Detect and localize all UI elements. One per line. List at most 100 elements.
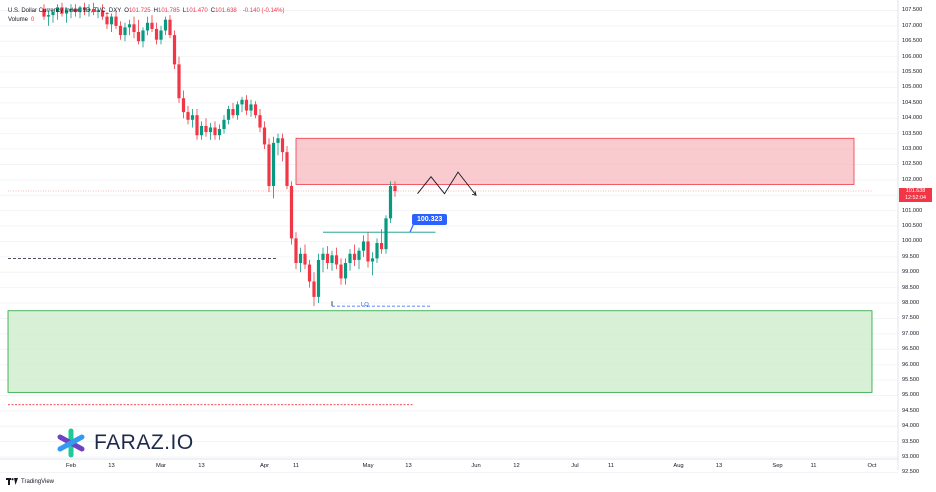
candle (307, 259, 312, 288)
candle-body (177, 64, 181, 99)
y-tick-label: 95.000 (902, 392, 920, 399)
candle-body (375, 242, 379, 259)
y-tick-label: 104.500 (902, 99, 923, 106)
candle (262, 121, 267, 150)
candle (226, 105, 231, 125)
candle-body (285, 152, 289, 187)
candle-body (303, 253, 307, 265)
candle-body (55, 7, 60, 12)
candle (181, 90, 186, 119)
candle (253, 101, 258, 119)
candle (384, 215, 388, 254)
candle (109, 13, 114, 33)
candle-body (348, 253, 352, 264)
candle (298, 247, 303, 273)
candle-body (357, 250, 361, 260)
x-tick-label: Aug (673, 463, 684, 469)
candle-body (87, 8, 91, 11)
candle-body (307, 264, 312, 282)
candle-body (172, 35, 177, 65)
candle (352, 244, 357, 267)
y-tick-label: 97.500 (902, 315, 920, 322)
y-tick-label: 96.000 (902, 361, 920, 368)
price-axis[interactable]: 107.500 107.000 106.500 106.000 105.500 105.0… (898, 0, 936, 492)
y-tick-label: 99.000 (902, 269, 920, 276)
candle (244, 95, 249, 116)
candle (208, 122, 213, 140)
candle (222, 115, 226, 134)
candle-body (91, 8, 96, 12)
x-tick-label: Jun (471, 463, 481, 469)
candle-body (343, 263, 348, 279)
candle (190, 109, 195, 128)
candle (168, 15, 172, 39)
ohlc-key: O (124, 8, 129, 14)
candle (375, 238, 379, 264)
candle (141, 27, 145, 48)
candle-body (46, 15, 51, 17)
last-price: 101.638 (905, 188, 926, 194)
candle (370, 252, 375, 276)
candle-body (312, 281, 316, 297)
candle (118, 21, 123, 40)
candle-body (208, 127, 213, 133)
volume-label[interactable]: Volume (8, 17, 29, 23)
candle (51, 8, 55, 23)
candle-body (276, 138, 280, 143)
candle-body (244, 99, 249, 111)
candle-body (294, 238, 298, 264)
x-tick-label: May (362, 463, 374, 469)
candle (132, 16, 136, 39)
candle (91, 2, 96, 16)
candle (339, 258, 343, 285)
footer-text: TradingView (21, 478, 55, 485)
candle (154, 22, 159, 45)
candle (285, 145, 289, 190)
candle-body (249, 104, 253, 111)
symbol-title[interactable]: U.S. Dollar Currency Index, 1D, TVC_DXY (8, 8, 122, 14)
y-tick-label: 101.000 (902, 207, 923, 214)
tradingview-icon (6, 478, 18, 485)
candle-body (109, 16, 114, 25)
zones (7, 137, 873, 393)
y-tick-label: 95.500 (902, 377, 920, 384)
candle-body (339, 264, 343, 279)
candle (177, 56, 181, 103)
candle-body (235, 104, 240, 116)
candle (100, 4, 105, 20)
candle-body (105, 16, 109, 25)
candle-body (78, 7, 82, 12)
candle (231, 102, 235, 119)
y-tick-label: 96.500 (902, 346, 920, 353)
candle-body (145, 22, 150, 31)
y-tick-label: 100.500 (902, 223, 923, 230)
candle-body (231, 109, 235, 116)
change-value: -0.140 (-0.14%) (242, 8, 285, 14)
candle-body (60, 7, 64, 14)
candle-body (186, 112, 190, 120)
candle-body (325, 253, 330, 264)
candle-body (267, 144, 271, 187)
candle (213, 121, 217, 140)
candle-body (379, 242, 384, 250)
candle (379, 229, 384, 254)
candle (55, 4, 60, 20)
x-tick-label: Jul (571, 463, 579, 469)
y-tick-label: 106.500 (902, 38, 923, 45)
candle-body (370, 258, 375, 262)
y-tick-label: 105.000 (902, 84, 923, 91)
candle-body (195, 115, 199, 136)
logo-text: FARAZ.IO (94, 431, 194, 454)
y-tick-label: 99.500 (902, 253, 920, 260)
y-tick-label: 103.000 (902, 146, 923, 153)
tradingview-footer[interactable]: TradingView (6, 478, 54, 485)
candle-body (393, 186, 397, 191)
y-tick-label: 107.000 (902, 22, 923, 29)
candle (258, 109, 262, 133)
candle-body (361, 241, 366, 251)
candle (114, 10, 118, 29)
candle-body (118, 25, 123, 36)
x-tick-label: 13 (198, 463, 205, 469)
price-callout[interactable]: 100.323 (412, 214, 448, 225)
